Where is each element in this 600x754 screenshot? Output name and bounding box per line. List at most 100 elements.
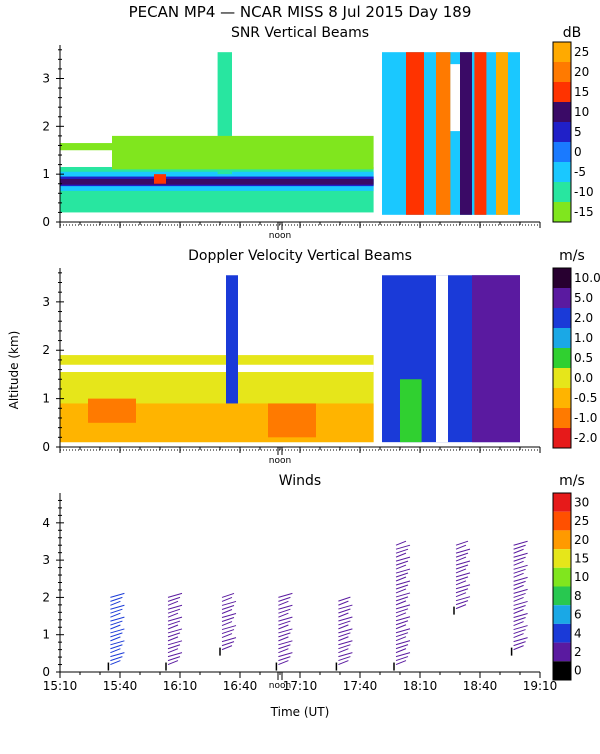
wind-barb (110, 628, 125, 634)
x-tick-label: 16:40 (223, 679, 258, 693)
wind-barb (513, 625, 528, 631)
wind-barb (221, 592, 235, 598)
wind-barb (455, 544, 467, 550)
wind-barb (395, 648, 407, 654)
wind-barb (395, 612, 407, 618)
wind-barb (167, 636, 179, 642)
panel-doppler: Doppler Velocity Vertical Beams m/s 0 1 2 3 no… (42, 248, 600, 466)
wind-barb (455, 560, 471, 566)
colorbar-swatch (553, 642, 571, 662)
colorbar-label: 10 (574, 105, 589, 119)
wind-barb (278, 628, 293, 634)
panel-title-snr: SNR Vertical Beams (231, 25, 369, 41)
wind-barb (278, 640, 293, 646)
wind-barb (278, 608, 291, 614)
wind-barb (338, 640, 353, 646)
wind-barb (338, 608, 351, 614)
wind-barb (513, 621, 524, 626)
wind-barb (513, 576, 528, 582)
y-tick-label: 4 (42, 516, 50, 530)
heatmap-block (496, 52, 508, 215)
colorbar-label: 20 (574, 533, 589, 547)
x-tick-label: 15:40 (103, 679, 138, 693)
wind-barb (395, 620, 409, 626)
wind-barb (221, 617, 235, 622)
y-tick-label: 1 (42, 167, 50, 181)
wind-barb (338, 616, 353, 622)
colorbar-label: 5 (574, 125, 582, 139)
wind-barb (110, 620, 123, 626)
wind-barb (455, 564, 469, 570)
colorbar-swatch (553, 102, 571, 122)
heatmap-block (450, 64, 460, 132)
colorbar-label: -0.5 (574, 391, 597, 405)
wind-barb (167, 600, 179, 606)
colorbar-label: 8 (574, 589, 582, 603)
wind-barb (513, 588, 528, 594)
wind-barb (110, 660, 121, 666)
wind-barb (338, 600, 349, 606)
colorbar-swatch (553, 202, 571, 222)
wind-barb (338, 652, 353, 658)
wind-barb (513, 629, 526, 635)
colorbar-swatch (553, 408, 571, 428)
wind-barb (278, 600, 289, 606)
wind-barb (167, 596, 181, 602)
wind-barb (395, 596, 409, 602)
wind-barb (167, 616, 183, 622)
wind-barb (221, 645, 233, 651)
wind-barb (513, 548, 524, 554)
y-axis-label: Altitude (km) (7, 331, 21, 410)
wind-barb (395, 656, 409, 662)
colorbar-frame (552, 492, 572, 681)
wind-barb (110, 648, 121, 654)
wind-barb (395, 556, 411, 562)
wind-barb (338, 596, 351, 602)
x-tick-label: 18:40 (463, 679, 498, 693)
noon-label: noon (269, 456, 291, 466)
wind-barb (395, 616, 411, 622)
colorbar-label: 5.0 (574, 291, 593, 305)
wind-barb (395, 584, 409, 590)
wind-barb (110, 592, 125, 598)
wind-barb (278, 624, 289, 630)
wind-barb (167, 652, 183, 658)
wind-barb (338, 620, 351, 626)
y-tick-label: 2 (42, 119, 50, 133)
colorbar-swatch (553, 368, 571, 388)
colorbar-label: 25 (574, 45, 589, 59)
wind-barb (513, 568, 526, 574)
wind-barb (167, 604, 183, 610)
wind-barb (455, 540, 469, 546)
wind-barb (167, 628, 183, 634)
wind-barb (167, 644, 181, 650)
wind-barb (395, 608, 409, 614)
wind-barb (110, 600, 121, 606)
wind-barb (513, 596, 524, 602)
wind-barb (338, 632, 351, 638)
wind-barb (278, 612, 289, 618)
colorbar-label: 15 (574, 85, 589, 99)
x-axis-label: Time (UT) (270, 705, 330, 719)
wind-barb (395, 632, 409, 638)
colorbar-swatch (553, 388, 571, 408)
wind-barb (395, 636, 407, 642)
colorbar-label: 30 (574, 495, 589, 509)
colorbar-label: 15 (574, 551, 589, 565)
colorbar-swatch (553, 122, 571, 142)
wind-barb (455, 548, 471, 554)
wind-barb (278, 644, 291, 650)
wind-barb (110, 644, 123, 650)
wind-barb (513, 613, 528, 618)
wind-barb (221, 621, 233, 626)
wind-barb (338, 660, 349, 666)
colorbar-label: 20 (574, 65, 589, 79)
wind-barb (395, 544, 411, 550)
y-tick-label: 2 (42, 343, 50, 357)
x-tick-label: 19:10 (523, 679, 558, 693)
wind-barb (221, 633, 233, 639)
noon-label: noon (269, 231, 291, 241)
wind-barb (513, 556, 526, 562)
wind-barb (338, 612, 349, 618)
